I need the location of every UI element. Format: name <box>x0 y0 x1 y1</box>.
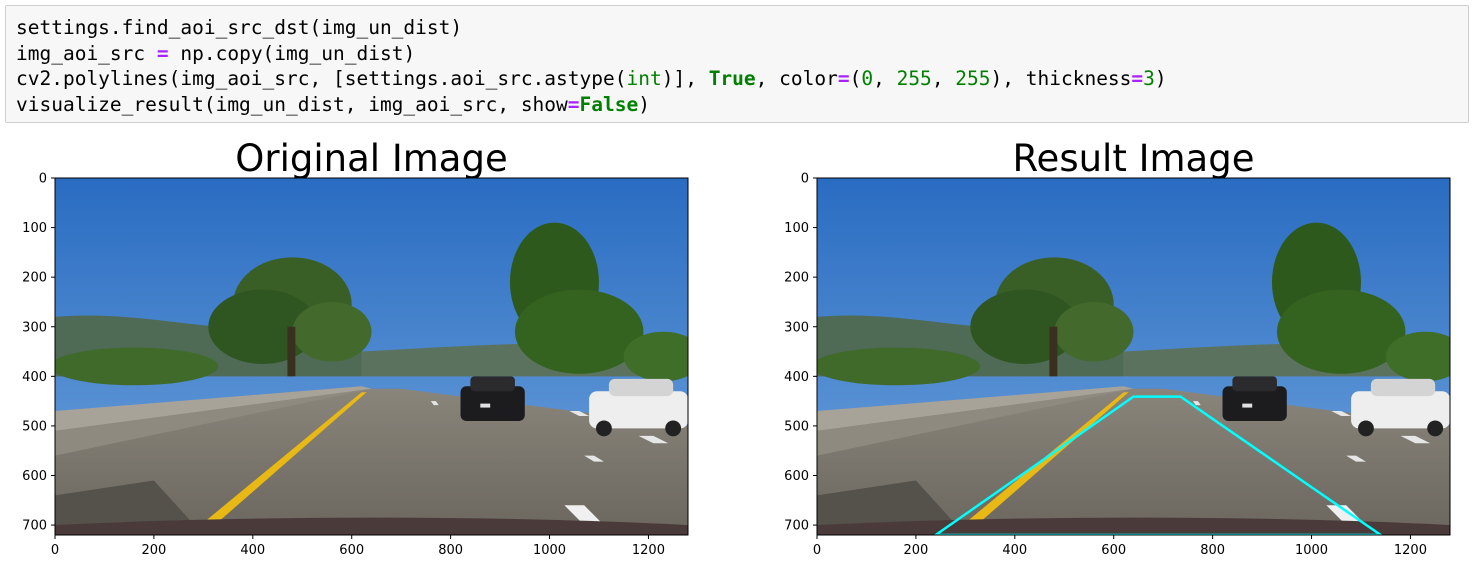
code-token: = <box>567 92 580 116</box>
x-tick-label: 1200 <box>1394 543 1427 558</box>
y-tick-label: 300 <box>784 320 809 335</box>
y-tick-label: 400 <box>22 370 47 385</box>
y-tick-label: 0 <box>801 172 809 187</box>
code-cell[interactable]: settings.find_aoi_src_dst(img_un_dist) i… <box>5 5 1469 123</box>
y-tick-label: 100 <box>784 221 809 236</box>
code-token: img_aoi_src <box>16 41 157 65</box>
code-token: cv2.polylines(img_aoi_src, [settings.aoi… <box>16 67 627 90</box>
result-road-image <box>817 178 1450 535</box>
code-line: img_aoi_src = np.copy(img_un_dist) <box>16 42 415 65</box>
code-token: visualize_result(img_un_dist, img_aoi_sr… <box>16 92 568 116</box>
x-tick-label: 600 <box>1101 543 1126 558</box>
y-tick-label: 200 <box>22 271 47 286</box>
x-tick-label: 0 <box>51 543 59 558</box>
y-tick-label: 200 <box>784 271 809 286</box>
x-tick-label: 200 <box>141 543 166 558</box>
x-tick-label: 1000 <box>533 543 566 558</box>
x-tick-label: 400 <box>1002 543 1027 558</box>
x-tick-label: 200 <box>903 543 928 558</box>
y-tick-label: 700 <box>784 519 809 534</box>
code-text[interactable]: settings.find_aoi_src_dst(img_un_dist) i… <box>16 15 1167 117</box>
code-token: False <box>579 92 639 116</box>
x-tick-label: 1000 <box>1295 543 1328 558</box>
code-line: visualize_result(img_un_dist, img_aoi_sr… <box>16 93 650 116</box>
x-tick-label: 800 <box>438 543 463 558</box>
x-tick-label: 1200 <box>632 543 665 558</box>
code-token: int <box>626 67 662 90</box>
code-token: 255 <box>955 67 991 90</box>
x-tick-label: 400 <box>240 543 265 558</box>
y-tick-label: 400 <box>784 370 809 385</box>
y-tick-label: 600 <box>784 469 809 484</box>
x-tick-label: 0 <box>813 543 821 558</box>
code-token: , color <box>755 67 838 90</box>
code-token: np.copy(img_un_dist) <box>168 41 416 65</box>
code-token: ) <box>1154 67 1167 90</box>
y-tick-label: 300 <box>22 320 47 335</box>
x-tick-label: 600 <box>339 543 364 558</box>
code-token: ) <box>638 92 650 116</box>
code-token: settings.find_aoi_src_dst(img_un_dist) <box>16 16 463 39</box>
code-token: ( <box>849 67 862 90</box>
y-tick-label: 700 <box>22 519 47 534</box>
code-line: cv2.polylines(img_aoi_src, [settings.aoi… <box>16 67 1167 90</box>
y-tick-label: 100 <box>22 221 47 236</box>
plot-title-original: Original Image <box>235 137 508 180</box>
code-token: = <box>156 41 169 65</box>
plot-title-result: Result Image <box>1012 137 1255 180</box>
aoi-polygon <box>933 395 1383 535</box>
code-token: , <box>931 67 956 90</box>
code-token: = <box>1131 67 1144 90</box>
code-token: 255 <box>896 67 932 90</box>
y-tick-label: 500 <box>784 419 809 434</box>
code-token: 0 <box>861 67 874 90</box>
x-tick-label: 800 <box>1200 543 1225 558</box>
code-token: )], <box>661 67 709 90</box>
code-token: True <box>708 67 756 90</box>
code-token: = <box>837 67 850 90</box>
code-token: 3 <box>1143 67 1155 90</box>
y-tick-label: 500 <box>22 419 47 434</box>
axes-original: 0 200 400 600 800 1000 1200 0 100 200 300 400 500 600… <box>22 172 689 558</box>
code-token: ), thickness <box>990 67 1132 90</box>
y-tick-label: 600 <box>22 469 47 484</box>
code-token: , <box>873 67 897 90</box>
code-line: settings.find_aoi_src_dst(img_un_dist) <box>16 16 462 39</box>
y-tick-label: 0 <box>39 172 47 187</box>
original-road-image <box>55 178 688 535</box>
axes-result: 0 200 400 600 800 1000 1200 0 100 200 300 400 500 600… <box>784 172 1451 558</box>
